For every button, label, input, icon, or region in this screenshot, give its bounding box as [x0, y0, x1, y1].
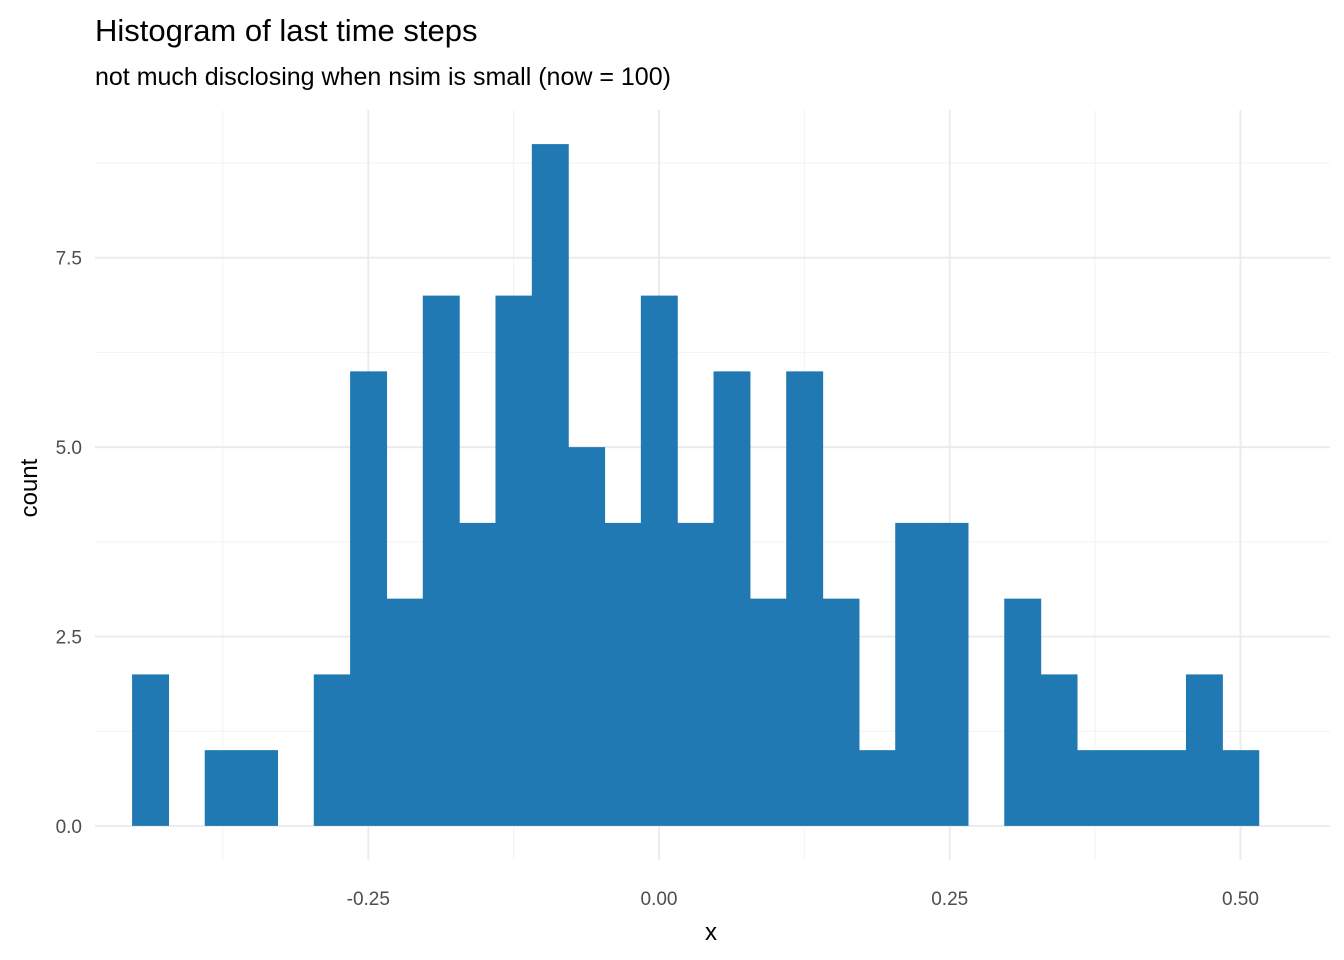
- y-tick-label: 5.0: [56, 438, 82, 459]
- histogram-bar: [1040, 674, 1078, 826]
- histogram-bar: [386, 598, 424, 826]
- histogram-bar: [931, 522, 969, 826]
- histogram-bar: [422, 295, 460, 826]
- histogram-bar: [1004, 598, 1042, 826]
- x-tick-label: 0.50: [1222, 889, 1259, 910]
- histogram-bar: [313, 674, 351, 826]
- x-tick-label: -0.25: [347, 889, 390, 910]
- x-axis-ticks: -0.25 0.00 0.25 0.50: [347, 889, 1259, 910]
- histogram-bar: [895, 522, 933, 826]
- histogram-bar: [786, 371, 824, 826]
- histogram-bar: [459, 522, 497, 826]
- chart-title: Histogram of last time steps: [95, 13, 477, 48]
- histogram-bar: [1222, 750, 1260, 826]
- histogram-bar: [858, 750, 896, 826]
- histogram-bar: [749, 598, 787, 826]
- y-tick-label: 7.5: [56, 249, 82, 270]
- histogram-bar: [241, 750, 279, 826]
- chart-subtitle: not much disclosing when nsim is small (…: [95, 63, 671, 91]
- x-axis-title: x: [705, 919, 717, 946]
- y-tick-label: 2.5: [56, 628, 82, 649]
- histogram-bar: [1076, 750, 1114, 826]
- histogram-bar: [495, 295, 533, 826]
- histogram-bar: [1113, 750, 1151, 826]
- histogram-bar: [640, 295, 678, 826]
- y-axis-ticks: 0.0 2.5 5.0 7.5: [56, 249, 82, 838]
- histogram-bar: [822, 598, 860, 826]
- histogram-bar: [350, 371, 388, 826]
- x-tick-label: 0.25: [931, 889, 968, 910]
- histogram-bar: [713, 371, 751, 826]
- y-tick-label: 0.0: [56, 817, 82, 838]
- histogram-bar: [1185, 674, 1223, 826]
- y-axis-title: count: [16, 458, 43, 517]
- x-tick-label: 0.00: [641, 889, 678, 910]
- histogram-bar: [531, 144, 569, 826]
- histogram-bar: [677, 522, 715, 826]
- histogram-bar: [204, 750, 242, 826]
- histogram-bars: [132, 144, 1260, 826]
- histogram-bar: [568, 447, 606, 826]
- histogram-bar: [132, 674, 170, 826]
- histogram-bar: [604, 522, 642, 826]
- histogram-bar: [1149, 750, 1187, 826]
